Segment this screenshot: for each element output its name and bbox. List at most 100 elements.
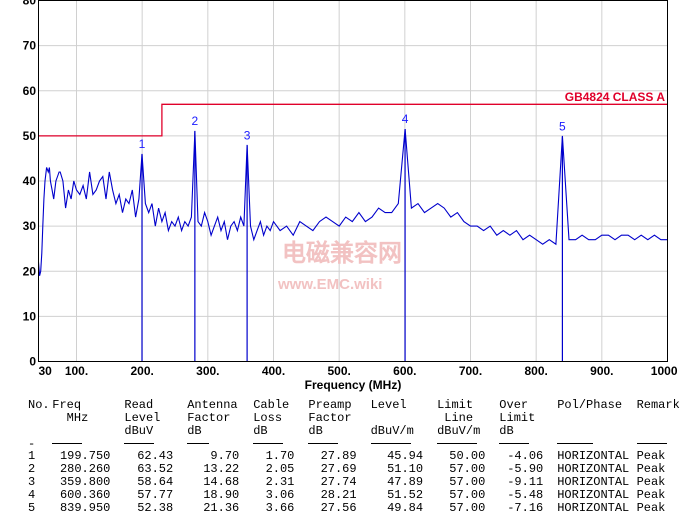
measurement-trace [37, 129, 668, 276]
results-table: No. Freq MHz Read Level dBuV Antenna Facto… [28, 399, 684, 515]
table-cell: 51.52 [387, 488, 424, 502]
table-cell: -5.90 [507, 462, 544, 476]
table-cell: 50.00 [449, 449, 486, 463]
x-tick-label: 300. [196, 364, 219, 378]
x-tick-label: 400. [262, 364, 285, 378]
table-cell: 2.31 [265, 475, 295, 489]
table-cell: 57.00 [449, 501, 486, 515]
table-cell: 27.74 [320, 475, 357, 489]
y-tick-label: 60 [23, 84, 37, 98]
table-cell: HORIZONTAL [557, 501, 630, 515]
table-cell: 18.90 [203, 488, 240, 502]
column-header: Level dBuV/m [370, 398, 414, 438]
watermark-cn: 电磁兼容网 [282, 239, 402, 267]
x-tick-label: 1000 [651, 364, 678, 378]
table-row: 1 199.750 62.43 9.70 1.70 27.89 45.94 50.00 -4.0… [28, 450, 684, 463]
table-cell: 58.64 [137, 475, 174, 489]
table-cell: 63.52 [137, 462, 174, 476]
table-cell: -4.06 [507, 449, 544, 463]
table-cell: Peak [636, 475, 666, 489]
separator [187, 438, 253, 450]
table-row: 2 280.260 63.52 13.22 2.05 27.69 51.10 57.00 -5.… [28, 463, 684, 476]
x-tick-label: 800. [524, 364, 547, 378]
table-cell: 600.360 [59, 488, 111, 502]
table-cell: -5.48 [507, 488, 544, 502]
y-tick-label: 0 [29, 355, 36, 369]
table-cell: 3.66 [265, 501, 295, 515]
column-header: Cable Loss dB [253, 398, 290, 438]
table-cell: Peak [636, 501, 666, 515]
column-header: No. [28, 398, 50, 412]
x-tick-label: 200. [130, 364, 153, 378]
y-axis-ticks: 0 10 20 30 40 50 60 70 80 [23, 0, 37, 369]
column-header: Freq MHz [52, 398, 89, 425]
table-cell: 57.00 [449, 462, 486, 476]
limit-line-label: GB4824 CLASS A [565, 90, 666, 104]
separator [557, 438, 636, 450]
column-header: Limit Line dBuV/m [437, 398, 481, 438]
table-cell: 1 [28, 449, 36, 463]
separator [52, 438, 124, 450]
separator [124, 438, 187, 450]
separator [636, 438, 684, 450]
table-cell: 199.750 [59, 449, 111, 463]
table-cell: HORIZONTAL [557, 488, 630, 502]
table-cell: Peak [636, 488, 666, 502]
plot-frame [38, 0, 668, 362]
table-cell: 57.77 [137, 488, 174, 502]
table-cell: 28.21 [320, 488, 357, 502]
results-table-header: No. Freq MHz Read Level dBuV Antenna Facto… [28, 399, 684, 451]
table-cell: 2.05 [265, 462, 295, 476]
header-row: No. Freq MHz Read Level dBuV Antenna Facto… [28, 399, 684, 438]
table-cell: 9.70 [210, 449, 240, 463]
y-tick-label: 40 [23, 174, 37, 188]
column-header: Remark [636, 398, 680, 412]
table-cell: 27.89 [320, 449, 357, 463]
table-cell: 45.94 [387, 449, 424, 463]
table-cell: 1.70 [265, 449, 295, 463]
column-header: Over Limit dB [499, 398, 536, 438]
x-axis-ticks: 30 100. 200. 300. 400. 500. 600. 700. 800. 900. 10… [39, 364, 678, 378]
y-tick-label: 50 [23, 129, 37, 143]
table-cell: Peak [636, 462, 666, 476]
table-cell: 14.68 [203, 475, 240, 489]
limit-line [38, 103, 668, 137]
y-tick-label: 30 [23, 219, 37, 233]
table-cell: 3.06 [265, 488, 295, 502]
table-cell: 4 [28, 488, 36, 502]
table-cell: 2 [28, 462, 36, 476]
table-cell: HORIZONTAL [557, 475, 630, 489]
table-cell: 62.43 [137, 449, 174, 463]
table-row: 5 839.950 52.38 21.36 3.66 27.56 49.84 57.00 -7.… [28, 502, 684, 515]
table-cell: HORIZONTAL [557, 449, 630, 463]
table-cell: 839.950 [59, 501, 111, 515]
column-header: Preamp Factor dB [308, 398, 352, 438]
grid-lines [38, 0, 668, 362]
table-cell: 21.36 [203, 501, 240, 515]
x-axis-title: Frequency (MHz) [305, 378, 402, 392]
table-cell: 27.56 [320, 501, 357, 515]
separator [499, 438, 557, 450]
column-header: Antenna Factor dB [187, 398, 238, 438]
y-tick-label: 70 [23, 39, 37, 53]
x-tick-label: 700. [459, 364, 482, 378]
x-tick-label: 500. [327, 364, 350, 378]
separator [253, 438, 308, 450]
watermark: 电磁兼容网 www.EMC.wiki [277, 239, 402, 293]
table-cell: 27.69 [320, 462, 357, 476]
separator [308, 438, 370, 450]
x-tick-label: 30 [39, 364, 53, 378]
y-tick-label: 10 [23, 309, 37, 323]
table-cell: 47.89 [387, 475, 424, 489]
marker-label: 2 [192, 114, 199, 128]
column-header: Read Level dBuV [124, 398, 161, 438]
separator [437, 438, 499, 450]
table-cell: 52.38 [137, 501, 174, 515]
table-cell: HORIZONTAL [557, 462, 630, 476]
x-tick-label: 100. [65, 364, 88, 378]
marker-label: 5 [559, 120, 566, 134]
table-row: 3 359.800 58.64 14.68 2.31 27.74 47.89 57.00 -9.… [28, 476, 684, 489]
table-cell: 3 [28, 475, 36, 489]
marker-label: 3 [244, 128, 251, 142]
table-cell: 13.22 [203, 462, 240, 476]
